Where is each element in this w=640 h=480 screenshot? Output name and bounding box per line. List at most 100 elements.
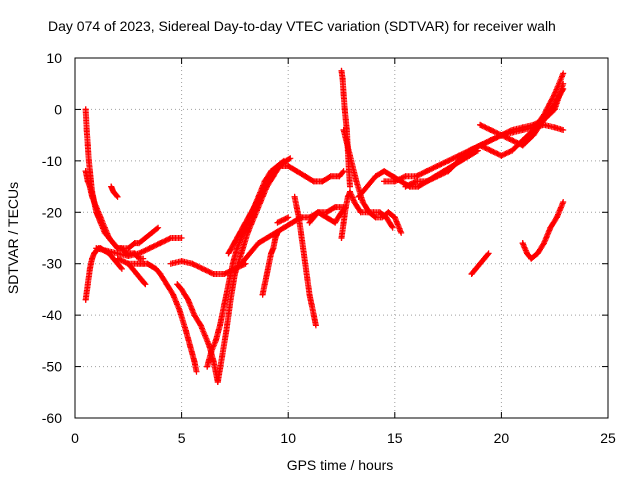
data-point [157, 271, 164, 277]
data-point [155, 224, 162, 231]
x-tick-label: 25 [600, 430, 616, 446]
data-point [541, 116, 547, 123]
data-point [148, 229, 155, 236]
data-point [191, 358, 198, 365]
data-point [389, 224, 396, 231]
data-point [445, 168, 452, 175]
data-point [398, 229, 405, 236]
data-point [178, 235, 185, 241]
axis-ticks: 0 5 10 15 20 25 -60 -50 -40 -30 -20 -10 0 10 [42, 50, 616, 446]
series-arc-06 [114, 255, 200, 375]
data-point [315, 209, 321, 216]
trace-segment [176, 307, 189, 333]
data-point [560, 85, 567, 92]
data-point [445, 157, 452, 164]
data-point [89, 255, 96, 262]
data-point [244, 229, 251, 236]
data-point [434, 163, 441, 169]
data-point [302, 173, 309, 180]
data-point [227, 296, 234, 303]
data-point [114, 250, 121, 257]
data-point [83, 127, 90, 133]
data-point [560, 127, 567, 133]
series-arc-25 [477, 85, 567, 149]
data-point [270, 245, 277, 252]
y-tick-label: -50 [42, 359, 62, 375]
data-point [114, 193, 121, 200]
data-point [306, 291, 313, 298]
series-arc-02 [82, 106, 162, 252]
data-point [97, 219, 104, 226]
data-point [302, 260, 309, 267]
x-tick-label: 20 [494, 430, 510, 446]
data-point [379, 214, 385, 221]
y-tick-label: -30 [42, 256, 62, 272]
series-arc-24 [468, 250, 492, 277]
data-point [477, 260, 484, 267]
data-point [372, 173, 379, 180]
data-point [176, 307, 183, 313]
data-point [167, 235, 174, 241]
y-tick-label: -10 [42, 153, 62, 169]
data-point [340, 91, 347, 97]
data-point [191, 312, 198, 319]
data-point [310, 312, 317, 319]
data-point [364, 183, 371, 190]
y-tick-label: 10 [46, 50, 62, 66]
data-point [332, 204, 339, 211]
data-point [541, 240, 547, 247]
data-point [133, 271, 140, 277]
data-point [88, 178, 94, 185]
x-tick-label: 0 [71, 430, 79, 446]
trace-segment [259, 282, 268, 298]
data-point [114, 255, 121, 262]
data-point [319, 178, 326, 185]
data-point [534, 250, 541, 257]
data-point [342, 204, 349, 211]
data-point [255, 240, 262, 247]
data-point [84, 142, 91, 149]
data-point [389, 173, 396, 180]
data-point [170, 291, 177, 298]
y-tick-label: -40 [42, 307, 62, 323]
data-point [381, 178, 388, 185]
data-point [238, 250, 245, 257]
data-point [415, 183, 422, 190]
data-point [293, 168, 300, 175]
data-point [485, 250, 492, 257]
data-point [472, 265, 479, 272]
data-point [82, 296, 89, 303]
x-tick-label: 5 [178, 430, 186, 446]
data-point [268, 173, 275, 180]
data-point [487, 137, 494, 144]
data-point [212, 368, 219, 375]
data-point [118, 245, 125, 252]
data-point [289, 219, 296, 226]
data-point [310, 178, 317, 185]
data-point [455, 152, 462, 159]
trace-segment [340, 127, 353, 158]
trace-segment [291, 193, 300, 209]
data-point [185, 296, 191, 303]
data-point [498, 132, 505, 139]
data-point [148, 263, 155, 270]
data-point [547, 224, 554, 231]
data-point [221, 271, 228, 277]
data-point [509, 147, 516, 154]
data-point [206, 343, 213, 349]
data-point [212, 337, 219, 344]
data-point [86, 265, 93, 272]
data-point [142, 281, 149, 288]
trace-segment [308, 301, 317, 317]
data-point [182, 327, 189, 334]
data-point [509, 137, 516, 144]
data-point [82, 106, 89, 113]
y-tick-label: -20 [42, 204, 62, 220]
series-arc-26 [519, 199, 567, 262]
data-point [381, 168, 388, 175]
data-point [223, 327, 230, 334]
data-point [312, 322, 319, 329]
data-point [163, 281, 170, 288]
data-point [359, 199, 366, 205]
data-point [89, 188, 96, 195]
